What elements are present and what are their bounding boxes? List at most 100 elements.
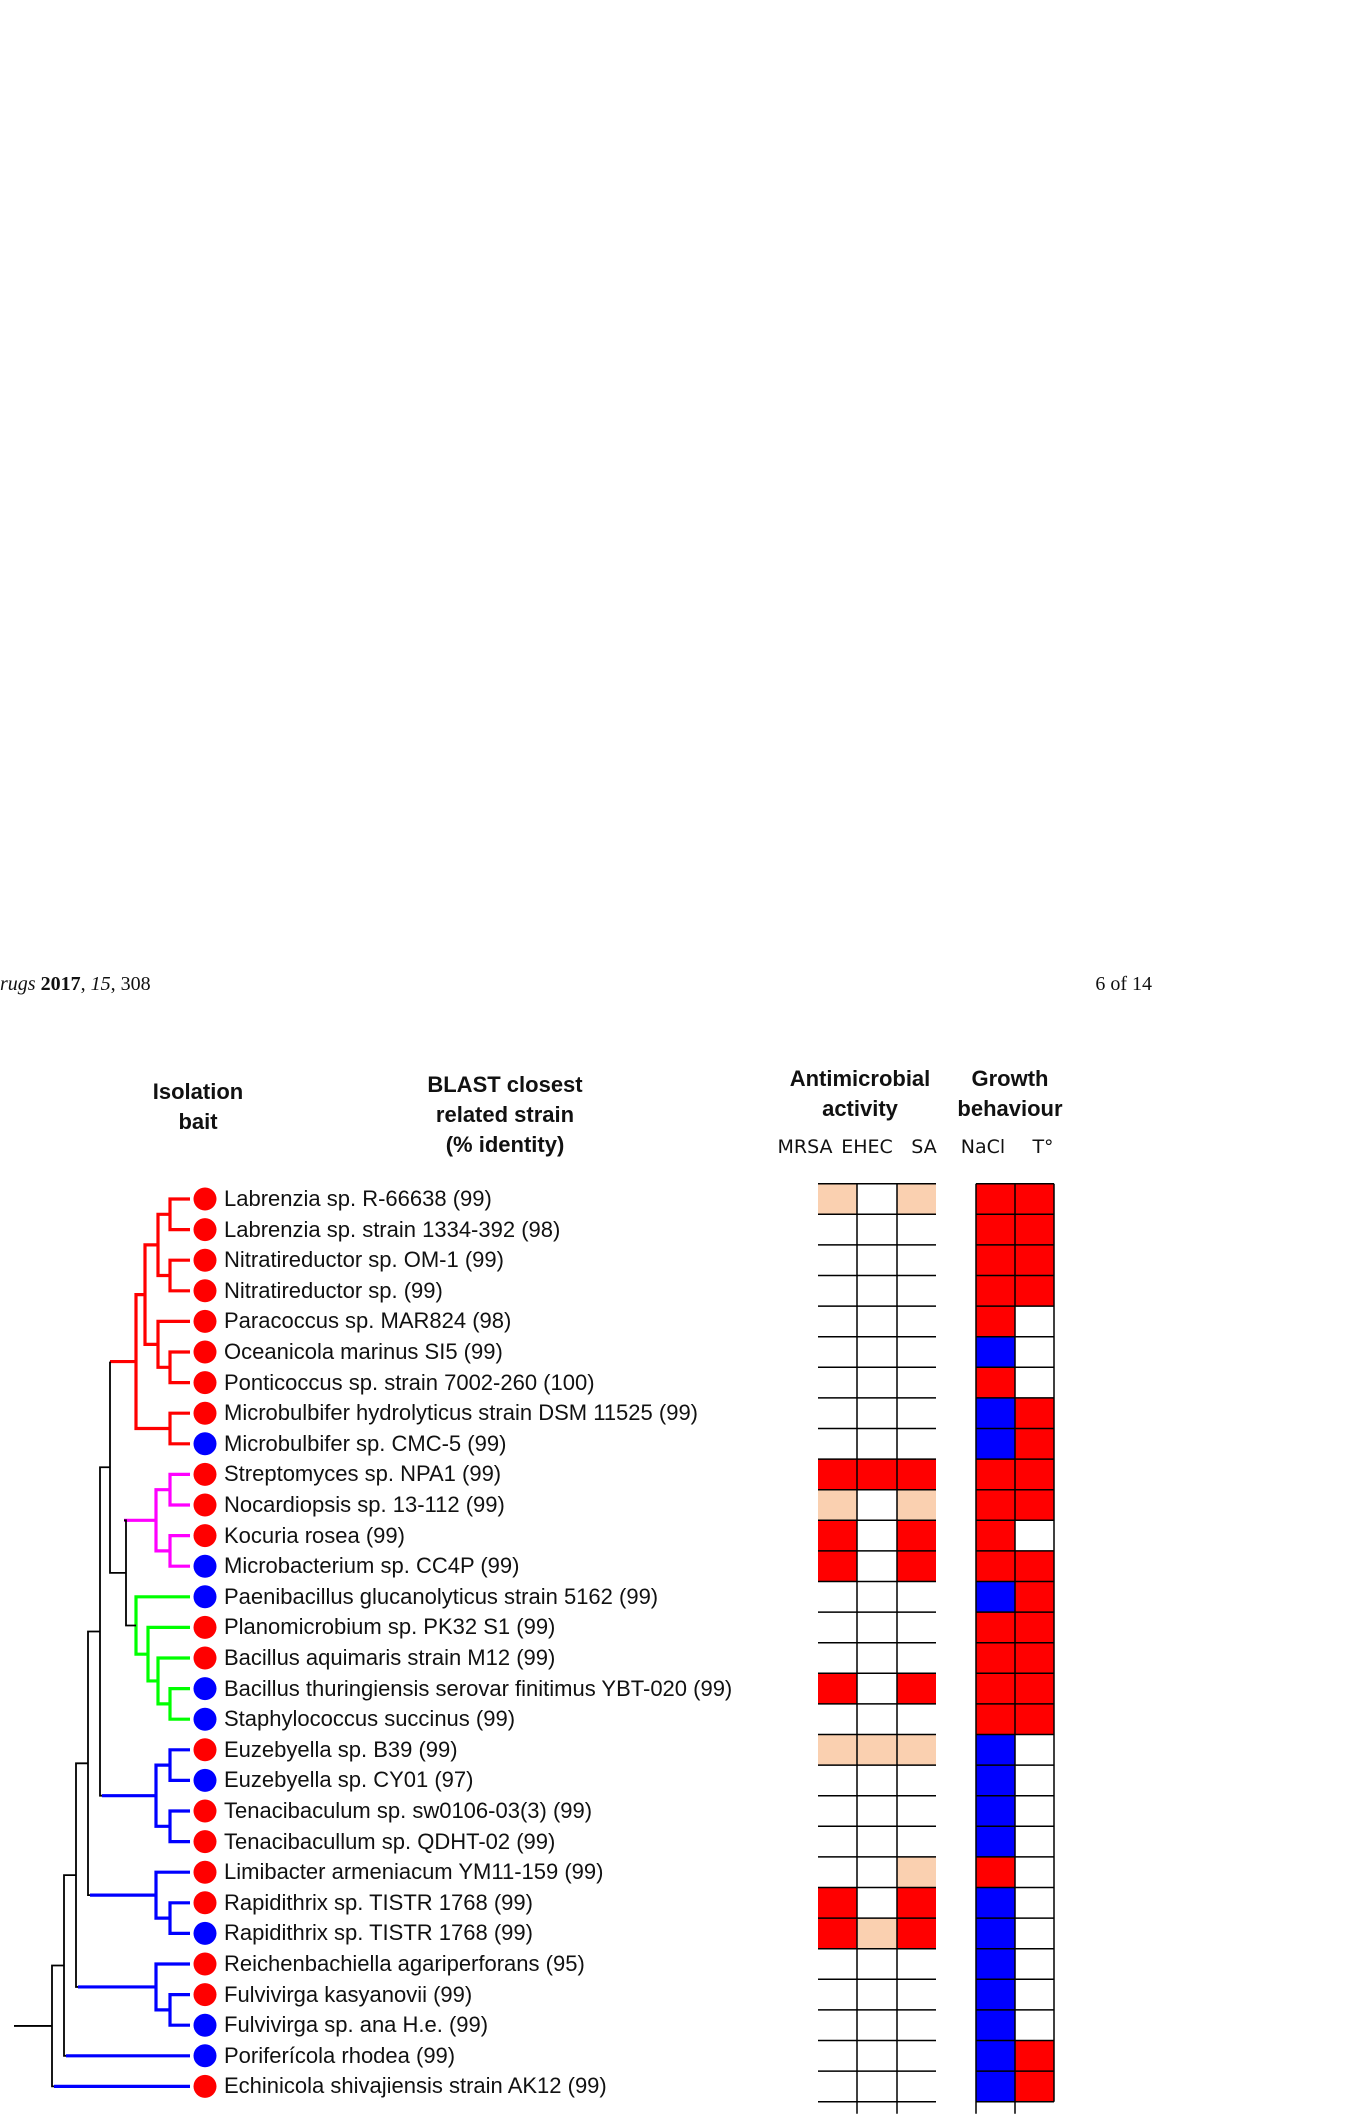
growth-cell [1015,2040,1054,2072]
bait-dot [193,1799,217,1823]
activity-cell [897,1550,936,1582]
activity-cell [818,1183,857,1215]
bait-dot [193,1218,217,1242]
growth-heading-line: behaviour [957,1096,1063,1121]
strain-label: Poriferícola rhodea (99) [224,2042,456,2068]
growth-cell [976,1795,1015,1827]
strain-label: Nocardiopsis sp. 13-112 (99) [224,1492,505,1517]
growth-cell [976,2040,1015,2072]
strain-label: Rapidithrix sp. TISTR 1768 (99) [224,1889,533,1915]
tree-branch [168,1472,190,1507]
tree-branch [168,1809,190,1844]
bait-dot [193,1707,217,1731]
tree-branch [156,1319,190,1369]
bait-dot [193,1615,217,1639]
growth-cell [1015,1489,1054,1521]
bait-dot [193,1524,217,1548]
tree-branch [154,1763,170,1828]
strain-label: Rapidithrix sp. TISTR 1768 (99) [224,1920,533,1946]
activity-cell [857,1459,897,1490]
strain-label: Fulvivirga sp. ana H.e. (99) [224,2012,489,2038]
growth-cell [1015,1214,1054,1245]
tree-branch [154,1488,170,1553]
tree-branch [87,1630,100,1897]
growth-cell [1015,1244,1054,1276]
blast-heading-line: BLAST closest [427,1072,583,1097]
strain-label: Fulvivirga kasyanovii (99) [224,1981,473,2007]
strain-label: Paenibacillus glucanolyticus strain 5162… [224,1583,659,1609]
isolation-bait-heading: Isolation bait [118,1077,278,1137]
strain-label: Reichenbachiella agariperforans (95) [224,1951,585,1976]
growth-cell [1015,1459,1054,1490]
strain-label: Echinicola shivajiensis strain AK12 (99) [224,2073,607,2099]
tree-branch [75,1762,88,1988]
activity-cell [818,1459,857,1490]
tree-branch [168,1258,190,1293]
growth-cell [976,1214,1015,1245]
tree-branch [156,1212,170,1278]
strain-label: Nitratireductor sp. (99) [224,1277,443,1303]
running-header-citation: rugs 2017, 15, 308 [0,973,151,995]
activity-cell [897,1918,936,1949]
tree-branch [63,1874,76,2057]
isolation-bait-heading-line: bait [178,1109,218,1134]
growth-cell [1015,1673,1054,1704]
bait-dot [193,1983,217,2007]
strain-label: Kocuria rosea (99) [224,1522,405,1548]
activity-cell [897,1887,936,1919]
sub-heading-nacl: NaCl [960,1136,1006,1158]
growth-cell [976,1918,1015,1949]
growth-cell [976,1428,1015,1460]
growth-cell [976,1336,1015,1368]
tree-branch [168,1534,190,1568]
journal-fragment: rugs [0,973,36,995]
page-number: 6 of 14 [1095,973,1152,995]
strain-label: Euzebyella sp. CY01 (97) [224,1767,474,1793]
bait-dot [193,1677,217,1701]
tree-branch [168,1993,190,2027]
bait-dot [193,1738,217,1762]
tree-branch [51,1964,64,2088]
sub-heading-sa: SA [911,1136,937,1158]
growth-cell [976,1550,1015,1582]
growth-cell [1015,1183,1054,1215]
bait-dot [193,1248,217,1272]
bait-dot [193,1768,217,1792]
antimicrobial-heading-line: activity [822,1096,898,1121]
bait-dot [193,1554,217,1578]
growth-cell [976,1306,1015,1337]
bait-dot [193,1309,217,1333]
blast-heading-line: related strain [435,1102,575,1127]
strain-label: Planomicrobium sp. PK32 S1 (99) [224,1614,556,1640]
growth-cell [976,1642,1015,1674]
tree-branch [168,1350,190,1385]
tree-branch [99,1466,110,1797]
tree-branch [168,1411,190,1446]
strain-label: Tenacibaculum sp. sw0106-03(3) (99) [224,1798,593,1823]
growth-cell [976,1612,1015,1643]
tree-branch [168,1197,190,1232]
activity-cell [857,1734,897,1766]
blast-heading-line: (% identity) [445,1132,565,1157]
antimicrobial-heading: Antimicrobial activity [770,1064,950,1124]
growth-cell [976,1703,1015,1735]
activity-cell [818,1734,857,1766]
sub-heading-mrsa: MRSA [777,1136,833,1158]
growth-cell [976,1765,1015,1796]
growth-cell [1015,1612,1054,1643]
strain-label: Streptomyces sp. NPA1 (99) [224,1461,502,1487]
tree-branch [134,1293,170,1431]
growth-cell [1015,1550,1054,1582]
growth-cell [1015,1275,1054,1307]
strain-label: Bacillus thuringiensis serovar finitimus… [224,1675,733,1701]
growth-heading-line: Growth [971,1066,1049,1091]
sub-heading-ehec: EHEC [841,1136,893,1158]
bait-dot [193,1371,217,1395]
bait-dot [193,1340,217,1364]
growth-cell [976,1520,1015,1551]
bait-dot [193,1432,217,1456]
growth-cell [976,1673,1015,1704]
strain-label: Bacillus aquimaris strain M12 (99) [224,1645,556,1670]
